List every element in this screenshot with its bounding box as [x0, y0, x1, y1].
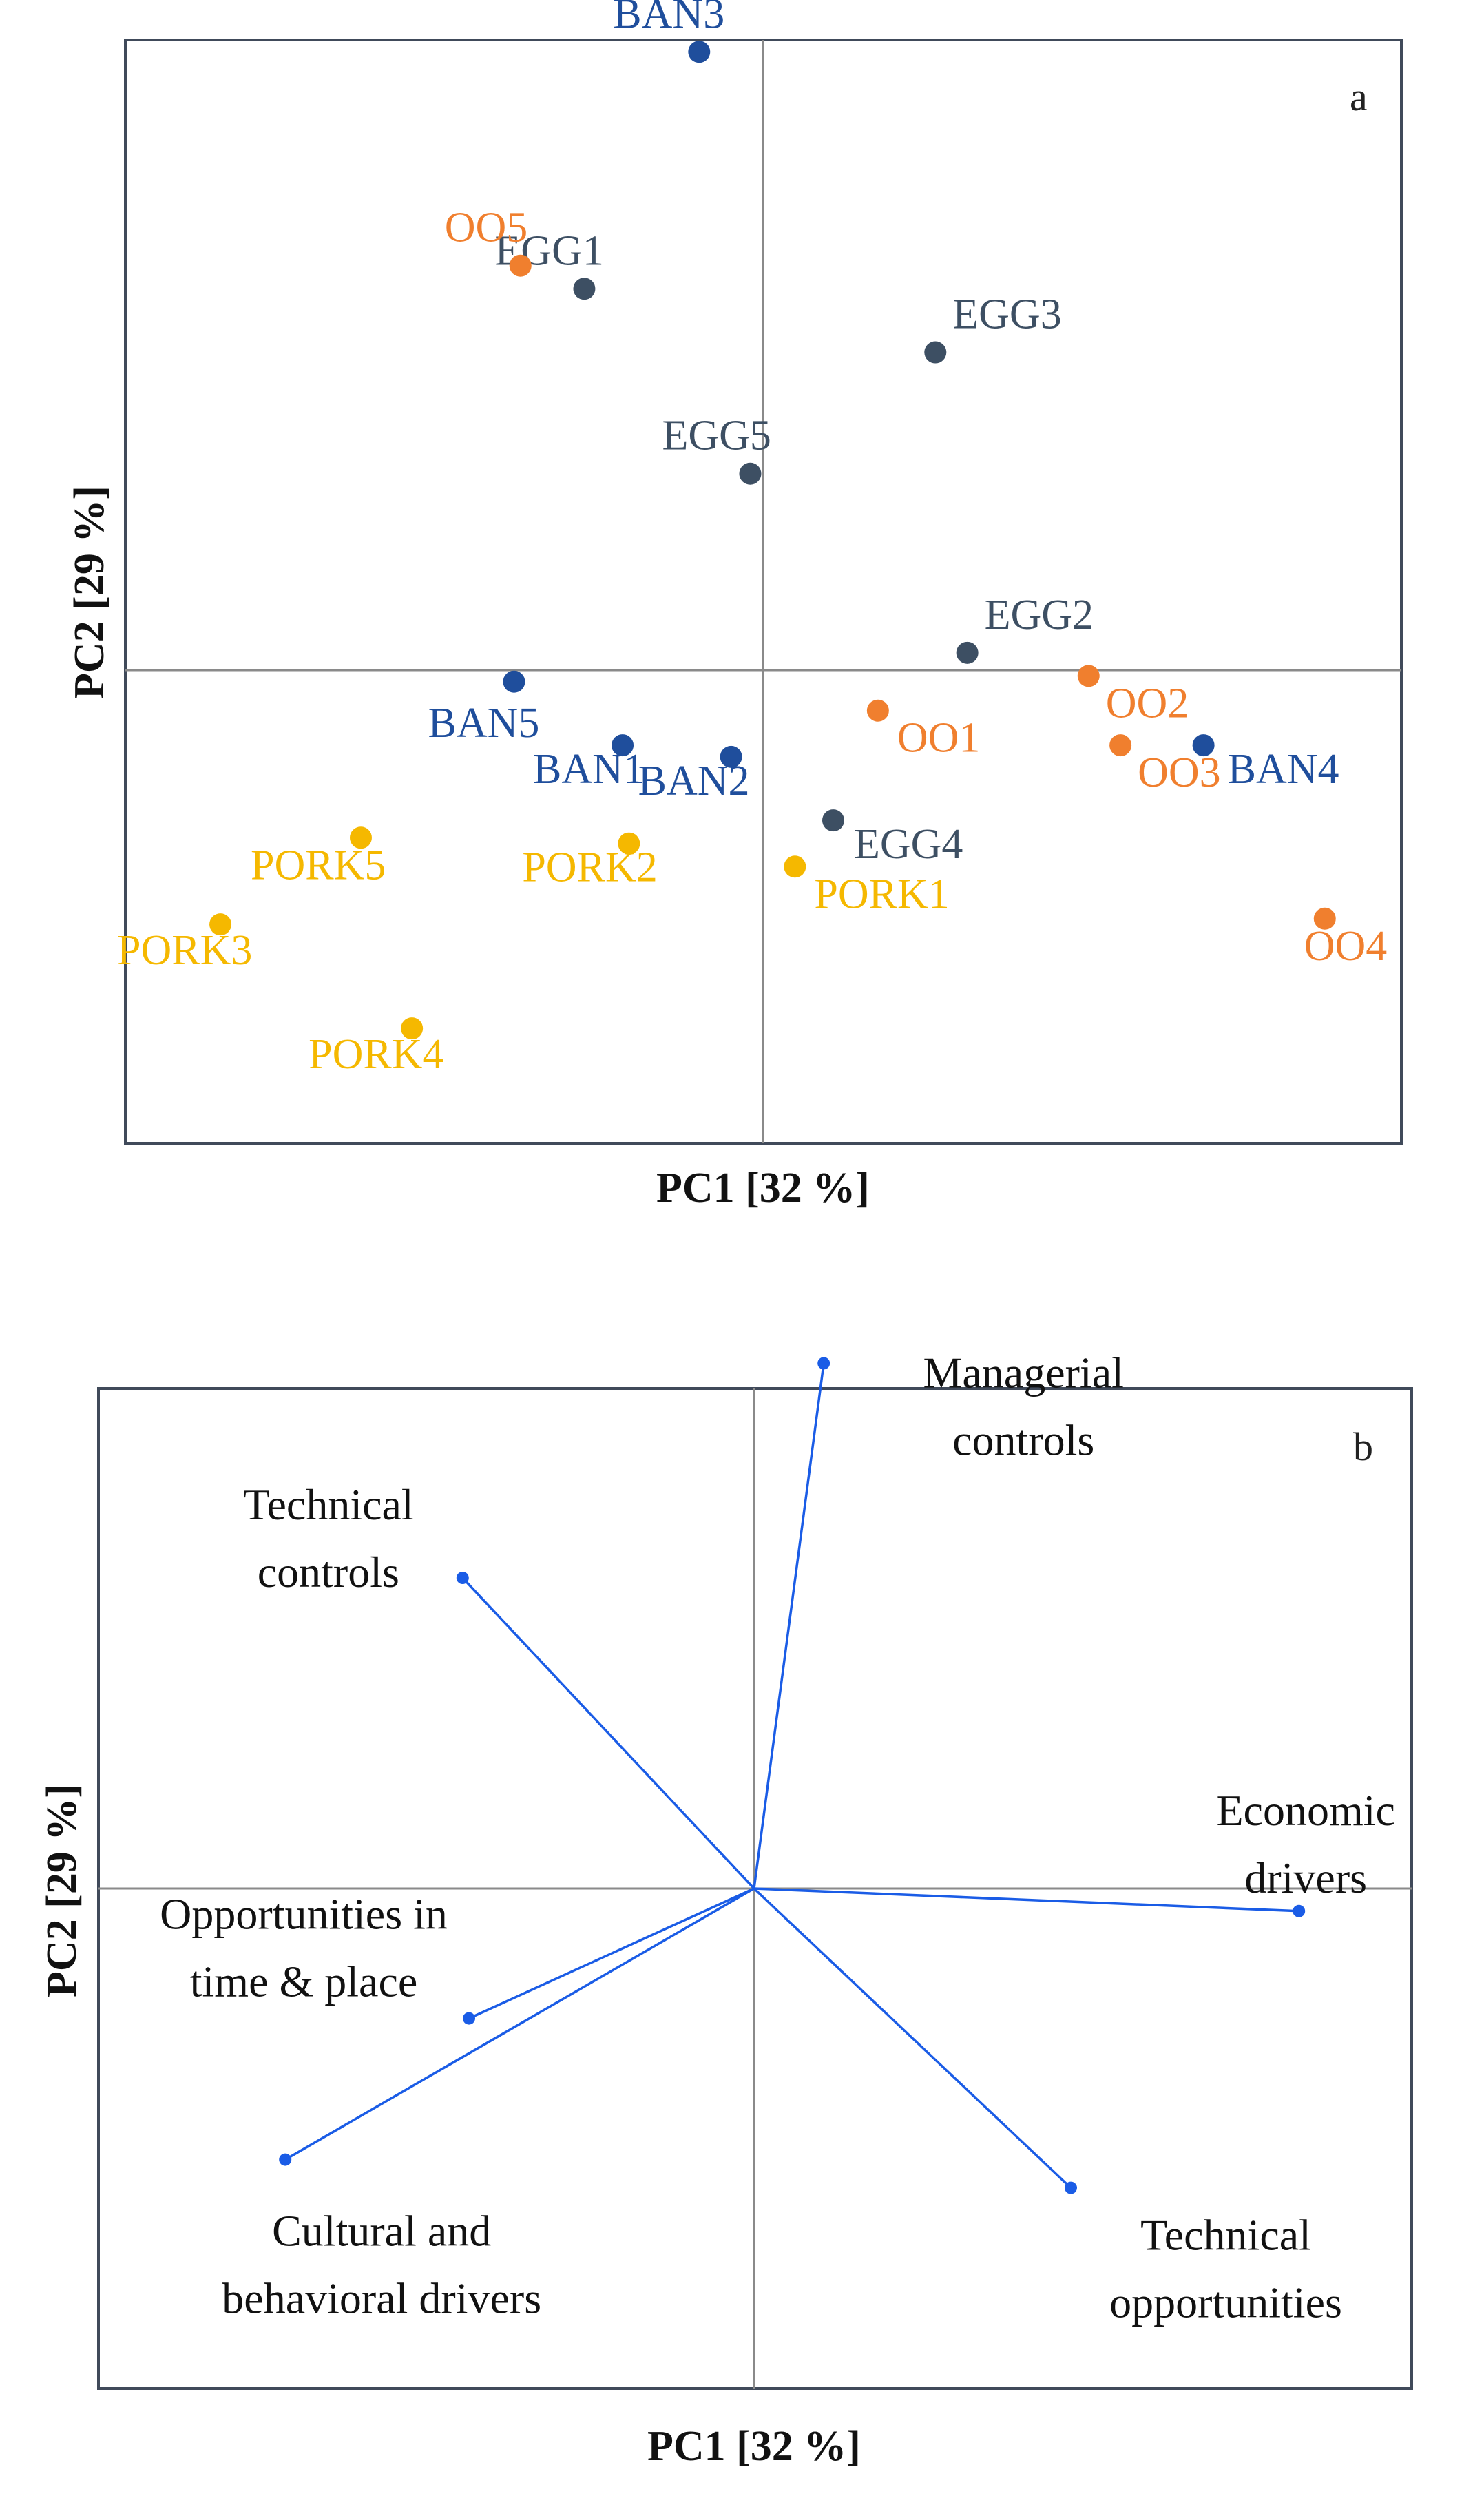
loading-label-technical-controls: Technical controls: [243, 1480, 414, 1596]
scatter-point-pork4: [401, 1017, 424, 1040]
loading-label-line: time & place: [190, 1957, 418, 2006]
scatter-point-egg1: [573, 278, 596, 300]
scatter-point-oo5: [509, 254, 532, 277]
scatter-point-egg5: [739, 462, 762, 485]
point-label-oo5: OO5: [445, 205, 528, 251]
point-label-oo1: OO1: [897, 715, 981, 762]
scatter-point-pork5: [349, 826, 372, 849]
loading-tip-economic-drivers: [1293, 1904, 1306, 1917]
point-label-pork4: PORK4: [309, 1031, 443, 1078]
loading-label-line: controls: [258, 1548, 399, 1596]
loading-label-line: Opportunities in: [160, 1890, 448, 1939]
point-label-ban3: BAN3: [613, 0, 724, 37]
point-label-pork3: PORK3: [117, 927, 252, 974]
scatter-point-egg3: [924, 341, 947, 364]
loading-label-managerial-controls: Managerial controls: [923, 1348, 1123, 1464]
loading-vector-economic-drivers: [753, 1887, 1299, 1913]
point-label-ban1: BAN1: [533, 746, 645, 793]
loading-label-line: opportunities: [1109, 2278, 1342, 2327]
loading-vector-technical-opportunities: [753, 1887, 1072, 2189]
loading-vector-technical-controls: [461, 1577, 755, 1890]
scatter-point-oo2: [1077, 665, 1100, 687]
point-label-egg4: EGG4: [854, 821, 963, 868]
scatter-point-ban4: [1192, 734, 1215, 757]
point-label-pork2: PORK2: [522, 844, 657, 891]
x-axis-label: PC1 [32 %]: [647, 2423, 861, 2470]
x-axis-label: PC1 [32 %]: [656, 1165, 870, 1211]
loading-label-technical-opportunities: Technical opportunities: [1109, 2211, 1342, 2327]
loading-label-line: Technical: [1140, 2211, 1311, 2260]
scatter-point-ban3: [688, 41, 711, 63]
y-axis-label: PC2 [29 %]: [66, 486, 113, 699]
loading-tip-technical-controls: [456, 1572, 469, 1584]
point-label-pork5: PORK5: [251, 842, 386, 888]
point-label-pork1: PORK1: [814, 871, 949, 917]
loading-vector-managerial-controls: [753, 1363, 825, 1889]
scatter-point-ban5: [503, 670, 525, 693]
scatter-point-ban1: [612, 734, 634, 757]
point-label-egg3: EGG3: [952, 291, 1061, 338]
scatter-point-oo3: [1109, 734, 1132, 757]
loading-label-line: controls: [952, 1415, 1094, 1464]
point-label-oo4: OO4: [1304, 923, 1388, 970]
loading-vector-opportunities-in-time-place: [468, 1887, 755, 2020]
loading-tip-managerial-controls: [817, 1357, 830, 1370]
point-label-egg2: EGG2: [985, 592, 1094, 638]
loading-label-line: Managerial: [923, 1348, 1123, 1397]
loading-label-line: Cultural and: [272, 2207, 491, 2256]
scatter-point-egg2: [956, 641, 979, 664]
scatter-point-pork3: [209, 913, 232, 936]
loading-tip-technical-opportunities: [1065, 2181, 1077, 2194]
scatter-point-oo4: [1313, 907, 1336, 930]
loading-label-opportunities-in-time-place: Opportunities in time & place: [160, 1890, 448, 2006]
point-label-oo3: OO3: [1138, 749, 1221, 796]
panel-label: a: [1350, 74, 1368, 119]
scatter-point-egg4: [822, 809, 844, 832]
point-label-egg5: EGG5: [662, 413, 771, 459]
scatter-point-oo1: [866, 699, 889, 722]
loading-vector-cultural-and-behavioral-drivers: [284, 1887, 755, 2161]
loading-label-line: Economic: [1216, 1786, 1394, 1835]
y-axis-label: PC2 [29 %]: [39, 1784, 85, 1997]
point-label-ban5: BAN5: [428, 700, 539, 747]
scatter-point-pork2: [618, 832, 640, 855]
scatter-point-ban2: [720, 745, 742, 768]
loading-tip-opportunities-in-time-place: [463, 2012, 475, 2025]
panel-label: b: [1353, 1424, 1373, 1469]
scatter-point-pork1: [784, 855, 806, 878]
loading-tip-cultural-and-behavioral-drivers: [279, 2153, 292, 2166]
point-label-oo2: OO2: [1106, 680, 1189, 727]
point-label-ban4: BAN4: [1228, 746, 1339, 793]
loading-label-economic-drivers: Economic drivers: [1216, 1786, 1394, 1902]
loading-label-cultural-and-behavioral-drivers: Cultural and behavioral drivers: [222, 2207, 541, 2323]
loading-label-line: drivers: [1244, 1853, 1367, 1902]
loading-label-line: Technical: [243, 1480, 414, 1529]
loading-label-line: behavioral drivers: [222, 2274, 541, 2323]
point-label-ban2: BAN2: [638, 758, 750, 804]
